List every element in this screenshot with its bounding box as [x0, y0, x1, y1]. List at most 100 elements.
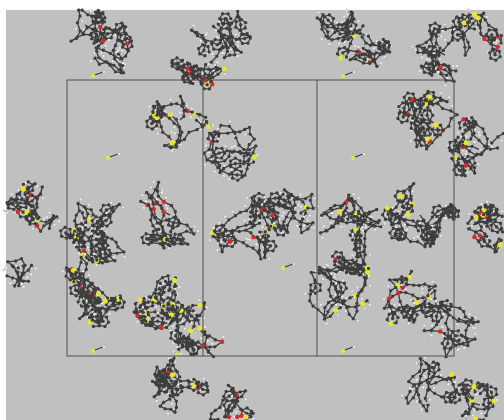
carbon-atom [386, 212, 390, 217]
carbon-atom [141, 241, 145, 245]
carbon-atom [88, 315, 92, 320]
carbon-atom [7, 206, 11, 210]
carbon-atom [394, 205, 398, 209]
carbon-atom [219, 27, 223, 31]
carbon-atom [414, 107, 418, 111]
hydrogen-atom [112, 255, 116, 259]
carbon-atom [233, 53, 237, 57]
carbon-atom [156, 108, 160, 112]
carbon-atom [104, 259, 108, 264]
carbon-atom [364, 41, 368, 45]
carbon-atom [177, 125, 182, 129]
hydrogen-atom [113, 33, 117, 37]
carbon-atom [424, 40, 428, 45]
carbon-atom [421, 102, 425, 106]
carbon-atom [151, 202, 155, 206]
carbon-atom [441, 128, 445, 132]
carbon-atom [157, 287, 161, 291]
carbon-atom [234, 48, 238, 52]
carbon-atom [493, 37, 497, 42]
carbon-atom [420, 127, 424, 131]
carbon-atom [156, 233, 160, 237]
carbon-atom [362, 250, 366, 254]
carbon-atom [373, 224, 377, 228]
carbon-atom [237, 37, 241, 41]
carbon-atom [370, 224, 374, 228]
carbon-atom [115, 306, 119, 311]
carbon-atom [145, 306, 149, 310]
carbon-atom [74, 294, 78, 298]
carbon-atom [473, 210, 477, 214]
carbon-atom [396, 189, 400, 193]
carbon-atom [159, 236, 163, 240]
oxygen-atom [159, 325, 164, 331]
carbon-atom [125, 36, 129, 41]
carbon-atom [494, 225, 498, 229]
carbon-atom [495, 207, 499, 211]
carbon-atom [247, 163, 251, 167]
carbon-atom [83, 226, 87, 230]
hydrogen-atom [267, 257, 271, 261]
carbon-atom [444, 73, 449, 77]
carbon-atom [133, 302, 137, 306]
carbon-atom [440, 106, 445, 111]
carbon-atom [464, 117, 469, 121]
hydrogen-atom [444, 83, 448, 87]
carbon-atom [262, 204, 266, 209]
hydrogen-atom [155, 126, 159, 130]
hydrogen-atom [169, 97, 173, 102]
oxygen-atom [463, 163, 468, 168]
carbon-atom [93, 296, 97, 300]
carbon-atom [39, 229, 43, 233]
carbon-atom [81, 292, 85, 296]
carbon-atom [457, 142, 462, 146]
carbon-atom [216, 239, 220, 243]
hydrogen-atom [16, 188, 20, 192]
carbon-atom [170, 64, 174, 68]
carbon-atom [466, 15, 470, 19]
hydrogen-atom [262, 195, 267, 199]
carbon-atom [209, 60, 214, 64]
carbon-atom [195, 128, 199, 132]
carbon-atom [219, 35, 224, 39]
carbon-atom [99, 12, 103, 16]
carbon-atom [393, 194, 397, 198]
carbon-atom [377, 47, 381, 51]
carbon-atom [419, 234, 424, 238]
carbon-atom [428, 132, 432, 136]
molecule-fragment [69, 8, 108, 45]
carbon-atom [437, 30, 441, 34]
hydrogen-atom [409, 139, 413, 143]
carbon-atom [400, 205, 405, 209]
molecule-fragment [451, 8, 503, 62]
carbon-atom [429, 232, 433, 236]
carbon-atom [383, 48, 387, 52]
hydrogen-atom [222, 174, 226, 178]
hydrogen-atom [416, 235, 420, 239]
hydrogen-atom [472, 140, 476, 144]
carbon-atom [84, 267, 88, 272]
molecule-fragment [145, 94, 215, 154]
carbon-atom [349, 35, 353, 39]
carbon-atom [274, 244, 278, 248]
sulfur-atom [95, 291, 101, 297]
carbon-atom [246, 41, 250, 45]
carbon-atom [361, 214, 366, 218]
carbon-atom [134, 307, 138, 311]
carbon-atom [213, 229, 217, 233]
carbon-atom [422, 118, 426, 122]
carbon-atom [5, 201, 10, 205]
hydrogen-atom [179, 142, 183, 147]
carbon-atom [10, 197, 14, 201]
molecule-fragment [211, 9, 252, 60]
carbon-atom [277, 196, 281, 200]
carbon-atom [100, 261, 105, 265]
carbon-atom [439, 98, 443, 103]
carbon-atom [149, 295, 153, 299]
hydrogen-atom [485, 200, 489, 204]
hydrogen-atom [204, 33, 208, 37]
carbon-atom [104, 219, 108, 223]
carbon-atom [498, 55, 502, 59]
